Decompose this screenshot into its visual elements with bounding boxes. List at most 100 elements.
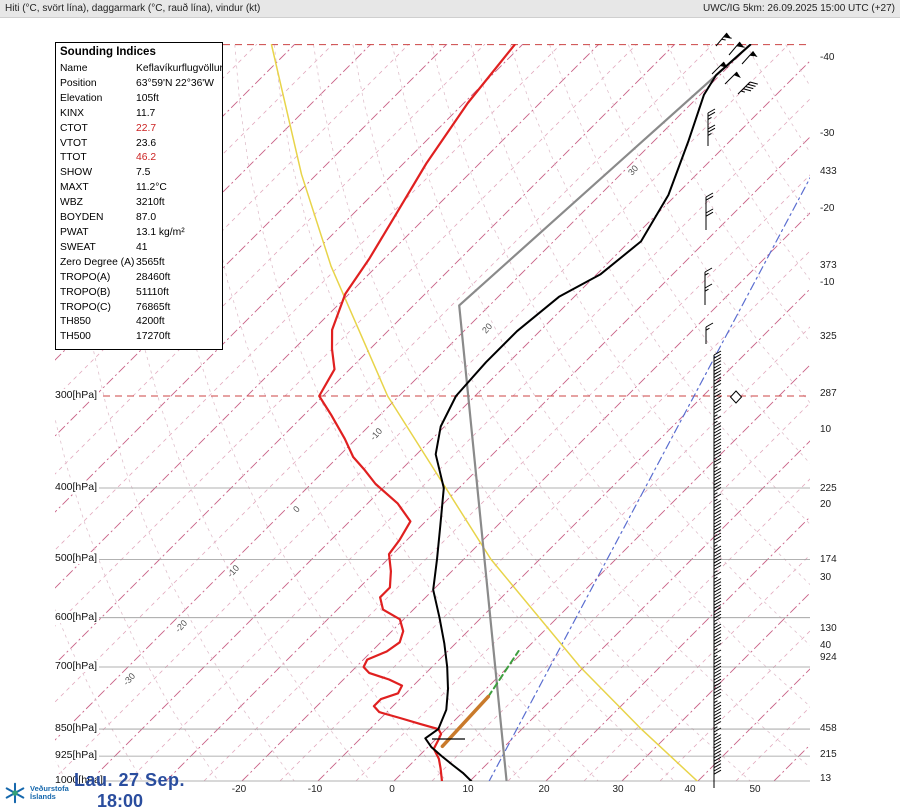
isotherm-line [55, 44, 600, 589]
indices-row-wbz: WBZ 3210ft [60, 196, 220, 211]
index-value: 41 [136, 241, 148, 253]
index-value: 51110ft [136, 286, 169, 298]
index-label: KINX [60, 107, 85, 119]
isotherm-line [55, 44, 524, 513]
dry-adiabat-line [114, 44, 371, 781]
wind-barb [713, 402, 722, 424]
indices-title: Sounding Indices [60, 46, 156, 58]
right-temp-label: -20 [820, 203, 835, 214]
dry-adiabat-line [431, 44, 810, 646]
right-altitude-label: 373 [820, 260, 837, 271]
right-temp-label: -10 [820, 277, 835, 288]
wind-barb [741, 51, 758, 65]
top-bar: Hiti (°C, svört lína), daggarmark (°C, r… [0, 0, 900, 18]
index-label: TROPO(C) [60, 301, 111, 313]
dry-adiabat-line [745, 44, 810, 154]
wind-barbs-column [704, 32, 758, 788]
adiabat-label: -10 [368, 426, 384, 442]
indices-row-elevation: Elevation 105ft [60, 92, 220, 107]
index-value: 11.2°C [136, 182, 167, 194]
bottom-temp-label: 0 [389, 784, 395, 795]
wind-barb [724, 71, 741, 85]
isotherm-line [621, 592, 810, 781]
bottom-temp-label: -20 [231, 784, 247, 795]
indices-row-vtot: VTOT 23.6 [60, 137, 220, 152]
pressure-label-700: 700[hPa] [55, 659, 100, 672]
indices-row-show: SHOW 7.5 [60, 166, 220, 181]
right-temp-label: -30 [820, 128, 835, 139]
vedurstofa-logo-icon [5, 782, 25, 804]
logo-text-line1: Veðurstofa [30, 783, 69, 793]
index-value: 105ft [136, 92, 159, 104]
isa-reference-curve [458, 44, 752, 781]
index-label: Zero Degree (A) [60, 256, 135, 268]
isotherm-line [55, 44, 790, 779]
adiabat-label: -30 [121, 671, 137, 687]
isotherm-line [507, 478, 810, 781]
wind-barb [707, 108, 716, 130]
dry-adiabat-line [195, 44, 523, 781]
parcel-cloud-segment-curve [440, 694, 491, 749]
isotherm-line [393, 364, 810, 781]
top-bar-left-label: Hiti (°C, svört lína), daggarmark (°C, r… [5, 3, 261, 14]
dry-adiabat-line [352, 44, 810, 768]
bottom-temp-label: 30 [612, 784, 624, 795]
isotherm-line [55, 44, 486, 475]
right-temp-label: -40 [820, 52, 835, 63]
isotherm-line [812, 44, 900, 781]
right-altitude-label: 325 [820, 331, 837, 342]
adiabat-label: -20 [173, 618, 189, 634]
dry-adiabat-line [825, 45, 900, 785]
index-label: SWEAT [60, 241, 96, 253]
indices-row-sweat: SWEAT 41 [60, 241, 220, 256]
indices-row-boyden: BOYDEN 87.0 [60, 211, 220, 226]
adiabat-label: 30 [626, 163, 640, 177]
right-temp-label: 20 [820, 499, 832, 510]
wind-barb [705, 208, 714, 230]
level-marker-diamond [729, 390, 743, 404]
isotherm-line [55, 44, 714, 703]
indices-row-th500: TH500 17270ft [60, 330, 220, 345]
dry-adiabat-line [667, 44, 810, 281]
index-label: TTOT [60, 152, 87, 164]
index-label: Name [60, 63, 88, 74]
index-label: VTOT [60, 137, 88, 149]
mixing-ratio-reference-curve [488, 176, 810, 781]
isotherm-line [469, 440, 810, 781]
index-value: 3210ft [136, 197, 165, 209]
pressure-label-850: 850[hPa] [55, 722, 100, 735]
index-value: Keflavíkurflugvöllur [136, 63, 223, 74]
right-temp-label: 30 [820, 572, 832, 583]
pressure-label-600: 600[hPa] [55, 610, 100, 623]
dry-adiabat-line [588, 44, 810, 404]
adiabat-label: 20 [480, 321, 494, 335]
right-altitude-label: 13 [820, 773, 832, 784]
isotherm-line [127, 98, 810, 781]
index-value: 22.7 [136, 122, 157, 134]
right-altitude-label: 458 [820, 723, 837, 734]
wind-barb [705, 322, 714, 344]
isotherm-line [55, 44, 562, 551]
dry-adiabat-line [55, 608, 143, 781]
isotherm-line [317, 288, 810, 781]
wind-barb [704, 283, 713, 305]
bottom-temp-label: 50 [749, 784, 761, 795]
index-value: 4200ft [136, 316, 165, 328]
index-value: 46.2 [136, 152, 157, 164]
wind-barb [705, 192, 714, 214]
indices-row-th850: TH850 4200ft [60, 315, 220, 330]
bottom-temp-label: 10 [462, 784, 474, 795]
dry-adiabat-line [785, 44, 810, 87]
pressure-label-925: 925[hPa] [55, 749, 100, 762]
pressure-label-400: 400[hPa] [55, 481, 100, 493]
adiabat-label: 0 [291, 504, 302, 514]
isotherm-line [241, 212, 810, 781]
right-altitude-label: 433 [820, 166, 837, 177]
index-label: SHOW [60, 167, 93, 179]
temperature-curve [424, 44, 752, 781]
index-value: 63°59'N 22°36'W [136, 77, 214, 89]
sounding-indices-panel: Sounding Indices Name Keflavíkurflugvöllu… [55, 42, 223, 351]
parcel-moist-segment-curve [487, 650, 520, 698]
indices-rows: Name Keflavíkurflugvöllur Position 63°59'N … [60, 62, 223, 345]
dry-adiabat-line [864, 45, 900, 785]
